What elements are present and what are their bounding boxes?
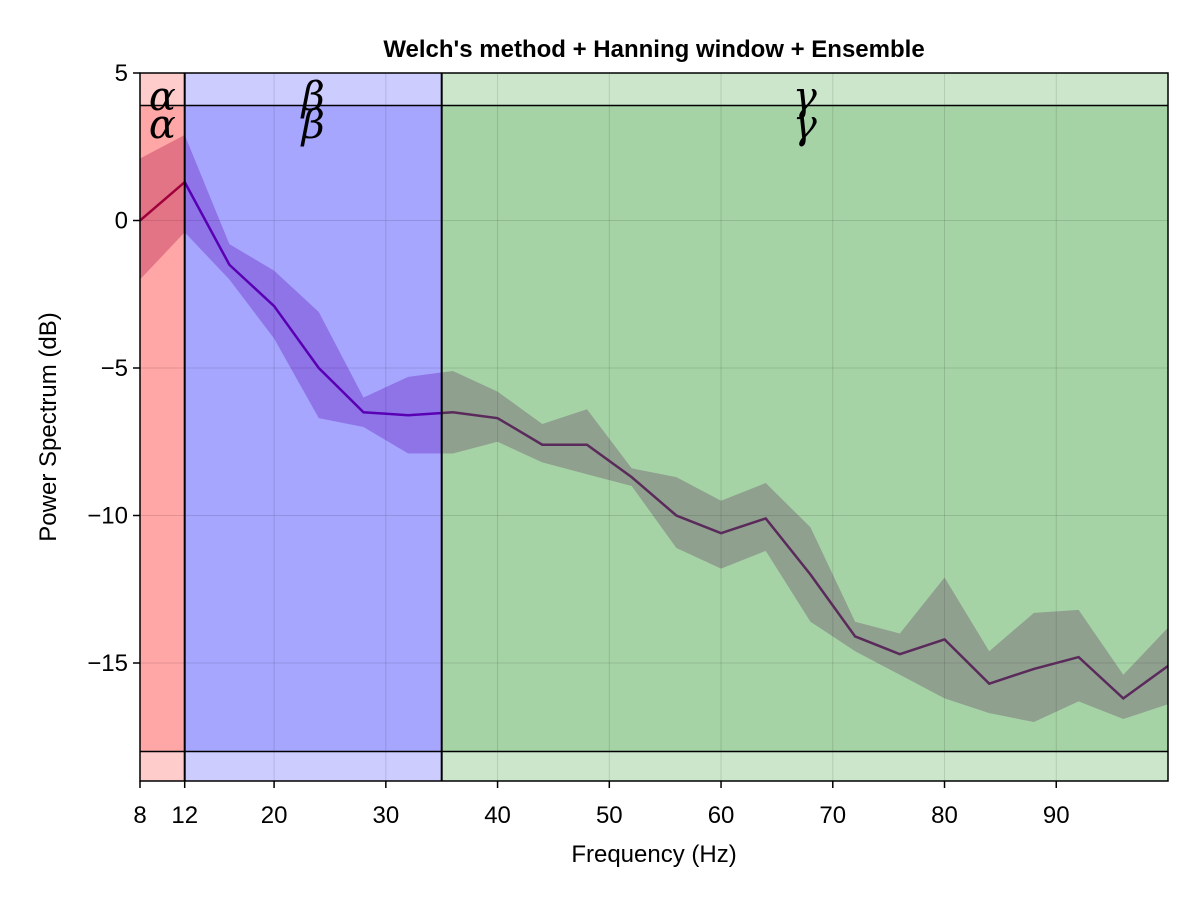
x-tick-label-6: 60 (708, 802, 735, 829)
plot-frame (139, 72, 1169, 782)
band-strip-bottom-0 (140, 751, 185, 781)
x-tick-label-1: 12 (171, 802, 198, 829)
y-tick-label-1: 0 (115, 208, 128, 235)
band-region-1 (184, 105, 442, 752)
band-label-top-0: α (149, 74, 176, 120)
band-label-top-2: γ (793, 74, 817, 120)
frequency-bands (140, 105, 1168, 752)
band-strip-top-1 (184, 73, 442, 106)
x-tick-label-7: 70 (819, 802, 846, 829)
x-tick-label-8: 80 (931, 802, 958, 829)
series (140, 134, 1168, 722)
chart-title: Welch's method + Hanning window + Ensemb… (383, 36, 924, 63)
y-tick-label-0: 5 (115, 60, 128, 87)
band-strip-top-2 (441, 73, 1168, 106)
confidence-band-2 (441, 370, 1168, 722)
confidence-band-1 (184, 134, 442, 454)
confidence-band-0 (140, 134, 185, 280)
band-strip-top-0 (140, 73, 185, 106)
x-axis-label: Frequency (Hz) (571, 841, 736, 868)
series-segment-1 (184, 134, 442, 454)
x-tick-label-3: 30 (372, 802, 399, 829)
y-tick-label-3: −10 (87, 503, 128, 530)
mean-line-2 (441, 410, 1168, 701)
band-strips (140, 73, 1168, 781)
series-segment-0 (140, 134, 185, 280)
x-tick-label-2: 20 (261, 802, 288, 829)
band-region-2 (441, 105, 1168, 752)
x-tick-label-0: 8 (133, 802, 146, 829)
y-tick-label-4: −15 (87, 650, 128, 677)
band-strip-bottom-1 (184, 751, 442, 781)
axes-frame (139, 72, 1169, 782)
band-label-top-1: β (300, 74, 325, 120)
y-axis-label: Power Spectrum (dB) (35, 312, 62, 541)
mean-line-1 (184, 181, 442, 417)
y-tick-label-2: −5 (101, 355, 128, 382)
x-tick-label-5: 50 (596, 802, 623, 829)
band-label-bottom-2: γ (793, 102, 817, 148)
band-labels: αα ββ γγ (149, 74, 817, 148)
band-strip-bottom-2 (441, 751, 1168, 781)
mean-line-0 (140, 181, 185, 222)
band-label-bottom-0: α (149, 102, 176, 148)
x-tick-label-9: 90 (1043, 802, 1070, 829)
x-tick-label-4: 40 (484, 802, 511, 829)
series-segment-2 (441, 370, 1168, 722)
band-label-bottom-1: β (300, 102, 325, 148)
